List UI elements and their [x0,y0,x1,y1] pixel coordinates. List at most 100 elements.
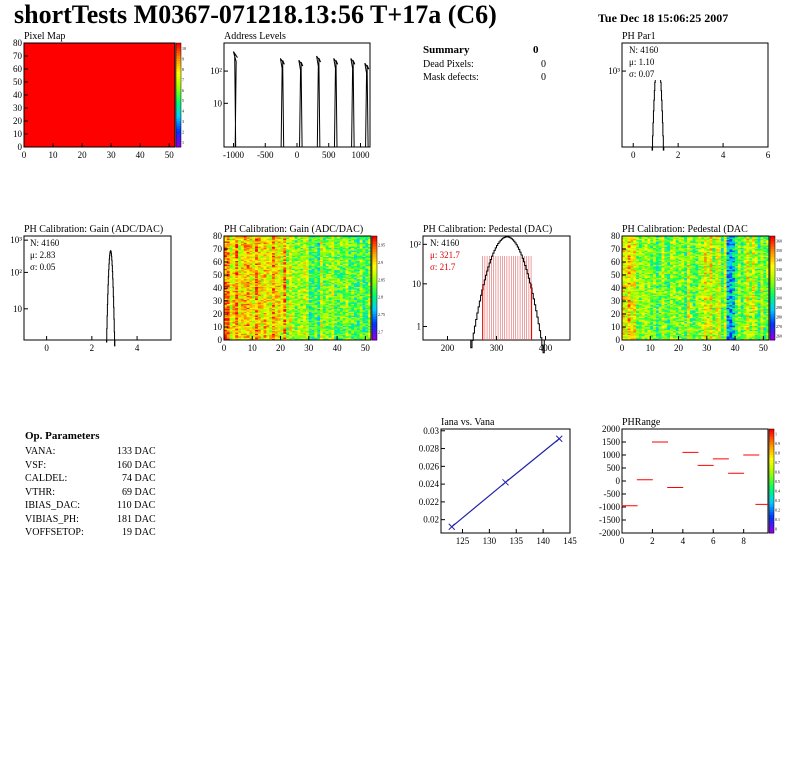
ph-gain-map-cell [314,291,318,294]
ph-gain-map-cell [252,245,256,247]
ph-gain-map-cell [354,247,358,250]
ph-gain-map-cell [328,325,332,328]
ph-gain-map-cell [354,259,358,261]
ph-gain-map-cell [328,329,332,332]
ph-gain-map-cell [368,241,372,243]
ph-gain-map-cell [320,288,324,290]
ph-gain-map-cell [351,286,355,289]
ph-gain-map-cell [328,259,332,261]
ph-gain-map-cell [337,328,341,330]
ph-gain-map-cell [339,264,344,267]
ph-pedestal-map-cell [624,336,628,338]
ph-gain-map-cell [229,306,233,308]
ph-gain-map-cell [297,243,301,246]
ph-pedestal-map-cell [627,262,631,264]
ph-gain-map-cell [334,311,338,313]
ph-gain-map-cell [362,293,366,295]
ph-gain-map-cell [246,304,250,307]
ph-gain-map-cell [305,267,310,269]
ph-gain-map-cell [354,317,358,320]
ph-gain-map-cell [300,268,304,271]
ph-gain-map-cell [283,259,287,261]
ph-gain-map-cell [286,268,290,271]
ph-gain-map-cell [249,337,253,339]
ph-pedestal-map-cell [633,265,637,268]
ph-pedestal-map-cell [636,272,640,274]
ph-gain-map-cell [269,321,273,324]
ph-pedestal-map-cell [633,239,637,242]
ph-gain-map-cell [240,237,245,239]
ph-gain-map-cell [280,302,284,304]
ph-gain-map-cell [238,285,242,287]
ph-gain-map-cell [229,295,233,298]
ph-gain-map-cell [325,265,329,268]
pixel-map-colorbar-cell [176,87,181,91]
ph-gain-map-cell [269,330,273,333]
ph-gain-map-cell [356,336,360,338]
ph-gain-map-cell [238,311,242,313]
ph-gain-map-cell [308,306,312,308]
ph-gain-map-cell [243,311,247,313]
ph-gain-map-cell [249,282,253,285]
ph-gain-map-cell [342,272,346,274]
ph-gain-map-cell [311,291,315,294]
ph-gain-map-cell [266,273,270,276]
ph-gain-map-cell [226,238,230,241]
ph-gain-map-cell [334,243,338,246]
ph-gain-map-cell [339,307,344,310]
ph-gain-map-cell [263,325,267,328]
ph-gain-map-cell [317,290,321,293]
ph-gain-map-cell [322,263,327,265]
ph-gain-map-cell [240,249,245,251]
ph-gain-map-cell [322,265,327,268]
ph-gain-map-cell [297,247,301,250]
ph-gain-map-colorbar-cell [372,321,377,325]
ph-gain-map-cell [331,306,335,308]
ph-gain-map-cell [311,259,315,261]
ph-gain-map-cell [314,277,318,280]
ph-gain-map-cell [257,316,262,319]
ph-pedestal-map-cell [622,237,626,239]
ph-gain-1d-stats-mu: μ: 2.83 [30,250,56,260]
ph-gain-map-cell [308,249,312,251]
ph-gain-map-cell [260,263,264,265]
ph-gain-map-cell [365,267,369,269]
ph-gain-map-cell [272,329,276,332]
ph-gain-map-cell [294,293,298,295]
ph-gain-1d-x-tick-label: 0 [44,343,49,353]
ph-gain-map-cell [294,308,298,311]
ph-gain-map-cell [240,259,245,261]
ph-gain-map-cell [354,334,358,337]
ph-gain-map-cell [257,246,262,248]
ph-gain-map-cell [260,278,264,281]
ph-gain-map-cell [297,329,301,332]
ph-gain-map-cell [320,256,324,259]
ph-pedestal-map-cell [638,317,643,320]
ph-gain-map-cell [317,251,321,254]
ph-gain-map-cell [272,259,276,261]
ph-gain-map-cell [300,281,304,284]
ph-par1-stats-bg [627,44,667,80]
ph-gain-map-cell [337,254,341,256]
ph-pedestal-map-cell [630,255,634,258]
ph-pedestal-map-cell [630,280,634,282]
ph-gain-map-cell [238,239,242,242]
ph-gain-map-cell [314,250,318,252]
ph-gain-map-cell [263,310,267,312]
ph-pedestal-map-cell [627,321,631,324]
ph-gain-map-cell [294,262,298,264]
ph-gain-map-cell [257,286,262,289]
ph-gain-map-cell [334,294,338,297]
ph-gain-map-cell [345,237,349,239]
ph-gain-map-cell [240,332,245,334]
ph-gain-map-cell [243,267,247,269]
ph-gain-map-cell [280,323,284,325]
ph-gain-map-cell [243,264,247,267]
ph-gain-map-cell [365,307,369,310]
ph-gain-map-cell [322,295,327,298]
ph-gain-map-cell [303,238,307,241]
ph-gain-map-cell [260,323,264,325]
ph-gain-map-cell [337,282,341,285]
ph-gain-map-cell [229,325,233,328]
ph-gain-map-cell [289,246,293,248]
